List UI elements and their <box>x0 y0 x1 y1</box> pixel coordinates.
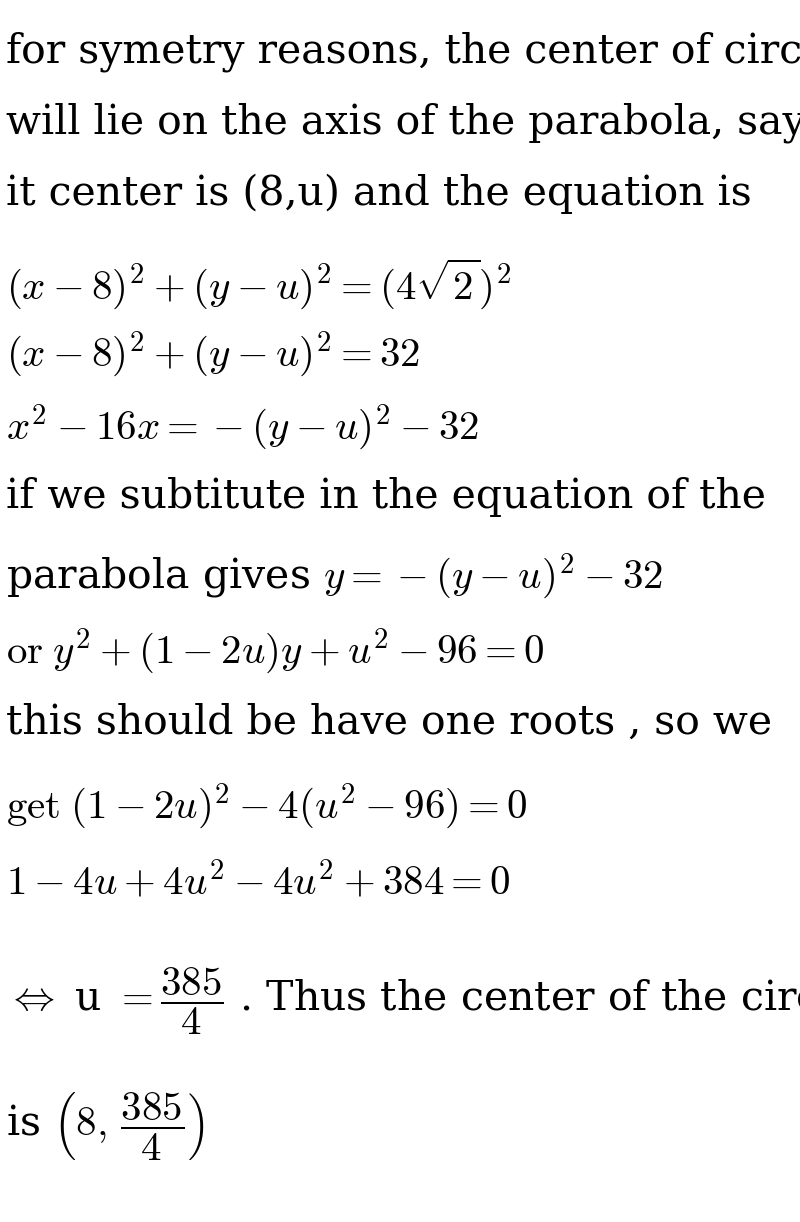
Text: it center is (8,u) and the equation is: it center is (8,u) and the equation is <box>6 174 752 214</box>
Text: $(x-8)^2+(y-u)^2=(4\sqrt{2})^2$: $(x-8)^2+(y-u)^2=(4\sqrt{2})^2$ <box>6 257 511 312</box>
Text: if we subtitute in the equation of the: if we subtitute in the equation of the <box>6 477 766 517</box>
Text: will lie on the axis of the parabola, say: will lie on the axis of the parabola, sa… <box>6 103 800 143</box>
Text: $\mathrm{get}\; (1-2u)^2-4(u^2-96)=0$: $\mathrm{get}\; (1-2u)^2-4(u^2-96)=0$ <box>6 782 528 832</box>
Text: $\Leftrightarrow$ u $=\dfrac{385}{4}$ . Thus the center of the circle: $\Leftrightarrow$ u $=\dfrac{385}{4}$ . … <box>6 965 800 1037</box>
Text: $1-4u+4u^2-4u^2+384=0$: $1-4u+4u^2-4u^2+384=0$ <box>6 862 511 904</box>
Text: is $\left(8,\, \dfrac{385}{4}\right)$: is $\left(8,\, \dfrac{385}{4}\right)$ <box>6 1090 205 1162</box>
Text: for symetry reasons, the center of circle: for symetry reasons, the center of circl… <box>6 32 800 72</box>
Text: this should be have one roots , so we: this should be have one roots , so we <box>6 703 773 743</box>
Text: $(x-8)^2+(y-u)^2=32$: $(x-8)^2+(y-u)^2=32$ <box>6 330 421 380</box>
Text: $x^2-16x = -(y-u)^2-32$: $x^2-16x = -(y-u)^2-32$ <box>6 403 480 453</box>
Text: parabola gives $y=-(y-u)^2-32$: parabola gives $y=-(y-u)^2-32$ <box>6 552 663 602</box>
Text: $\mathrm{or}\; y^2+(1-2u)y+u^2-96=0$: $\mathrm{or}\; y^2+(1-2u)y+u^2-96=0$ <box>6 627 545 677</box>
